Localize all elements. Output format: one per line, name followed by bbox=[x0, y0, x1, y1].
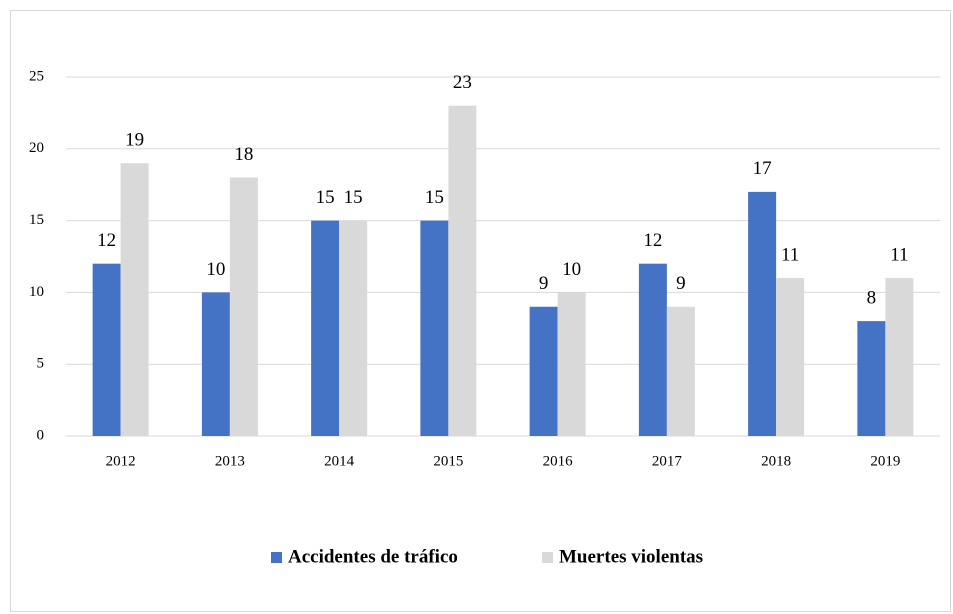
data-label: 15 bbox=[425, 187, 444, 208]
data-label: 19 bbox=[125, 130, 144, 151]
y-tick-label: 0 bbox=[37, 427, 45, 443]
bar bbox=[448, 105, 477, 436]
x-tick-label: 2017 bbox=[652, 453, 683, 469]
x-tick-label: 2012 bbox=[106, 453, 136, 469]
data-label: 12 bbox=[97, 230, 116, 251]
data-label: 11 bbox=[781, 244, 799, 265]
x-tick-label: 2018 bbox=[761, 453, 791, 469]
x-tick-label: 2019 bbox=[870, 453, 900, 469]
data-label: 10 bbox=[206, 259, 225, 280]
data-label: 9 bbox=[676, 273, 686, 294]
data-label: 15 bbox=[344, 187, 363, 208]
bar bbox=[339, 220, 368, 436]
bar bbox=[557, 292, 586, 436]
y-tick-label: 15 bbox=[29, 212, 44, 228]
bar bbox=[666, 306, 695, 436]
bar bbox=[120, 163, 149, 436]
x-tick-label: 2013 bbox=[215, 453, 245, 469]
bar bbox=[885, 278, 914, 436]
x-tick-label: 2016 bbox=[543, 453, 574, 469]
bar bbox=[229, 177, 258, 436]
x-tick-label: 2014 bbox=[324, 453, 355, 469]
bar bbox=[638, 263, 667, 436]
data-label: 8 bbox=[867, 287, 877, 308]
bar bbox=[857, 321, 886, 436]
data-label: 12 bbox=[643, 230, 662, 251]
data-label: 18 bbox=[234, 144, 253, 165]
y-tick-label: 20 bbox=[29, 140, 44, 156]
chart-border bbox=[10, 10, 951, 612]
bar bbox=[201, 292, 230, 436]
legend-label: Accidentes de tráfico bbox=[288, 546, 458, 567]
y-tick-label: 10 bbox=[29, 284, 44, 300]
bar bbox=[776, 278, 805, 436]
data-label: 17 bbox=[753, 158, 772, 179]
y-tick-label: 5 bbox=[37, 356, 45, 372]
data-label: 11 bbox=[890, 244, 908, 265]
legend-swatch bbox=[271, 552, 282, 563]
data-label: 23 bbox=[453, 72, 472, 93]
legend-label: Muertes violentas bbox=[559, 546, 703, 567]
bar bbox=[420, 220, 449, 436]
x-tick-label: 2015 bbox=[433, 453, 463, 469]
data-label: 9 bbox=[539, 273, 549, 294]
data-label: 15 bbox=[316, 187, 335, 208]
data-label: 10 bbox=[562, 259, 581, 280]
bar bbox=[748, 191, 777, 436]
bar bbox=[92, 263, 121, 436]
bar bbox=[311, 220, 340, 436]
y-tick-label: 25 bbox=[29, 68, 44, 84]
bar bbox=[529, 306, 558, 436]
legend-swatch bbox=[542, 552, 553, 563]
